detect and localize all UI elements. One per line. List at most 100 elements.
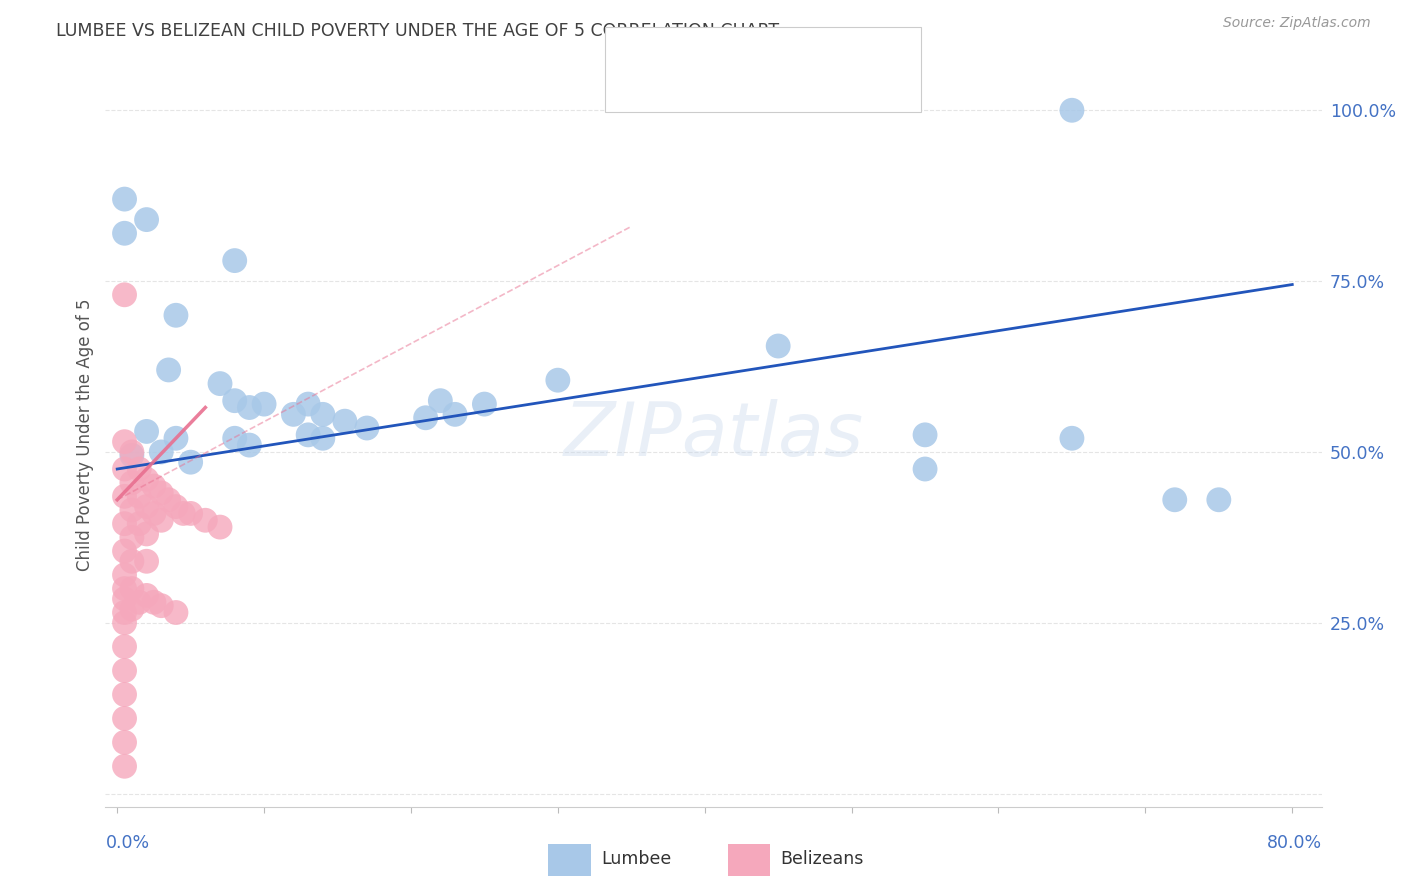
Text: 46: 46 <box>827 79 851 97</box>
Point <box>150 445 173 459</box>
Point <box>142 595 165 609</box>
Point <box>429 393 451 408</box>
Text: 0.254: 0.254 <box>695 39 752 57</box>
Point <box>766 339 789 353</box>
Point <box>253 397 276 411</box>
Text: R =: R = <box>650 79 688 97</box>
Point <box>114 606 136 620</box>
Text: N =: N = <box>779 39 818 57</box>
Point <box>114 227 136 241</box>
Point <box>150 486 173 500</box>
Point <box>1060 103 1083 118</box>
Point <box>114 489 136 503</box>
Point <box>444 408 467 422</box>
Text: R =: R = <box>650 39 688 57</box>
Point <box>114 615 136 630</box>
Bar <box>548 844 591 876</box>
Point <box>135 212 157 227</box>
Point <box>114 516 136 531</box>
Point <box>297 428 319 442</box>
Point <box>114 192 136 206</box>
Point <box>474 397 496 411</box>
Point <box>128 516 150 531</box>
Point <box>114 544 136 558</box>
Text: LUMBEE VS BELIZEAN CHILD POVERTY UNDER THE AGE OF 5 CORRELATION CHART: LUMBEE VS BELIZEAN CHILD POVERTY UNDER T… <box>56 22 779 40</box>
Text: 0.431: 0.431 <box>695 79 752 97</box>
Text: N =: N = <box>779 79 818 97</box>
Point <box>172 507 194 521</box>
Point <box>114 434 136 449</box>
Point <box>283 408 305 422</box>
Point <box>114 591 136 606</box>
Point <box>128 489 150 503</box>
Point <box>914 428 936 442</box>
Point <box>114 664 136 678</box>
Point <box>114 287 136 301</box>
Point <box>135 527 157 541</box>
Point <box>180 507 202 521</box>
Point <box>333 414 356 428</box>
Point <box>1060 431 1083 445</box>
Point <box>135 472 157 486</box>
Point <box>165 308 187 322</box>
Point <box>114 640 136 654</box>
Point <box>238 438 260 452</box>
Point <box>157 492 180 507</box>
Text: ZIPatlas: ZIPatlas <box>564 399 863 471</box>
Point <box>121 602 143 616</box>
Point <box>1164 492 1187 507</box>
Point <box>312 408 335 422</box>
Point <box>135 425 157 439</box>
Point <box>224 431 246 445</box>
Point <box>180 455 202 469</box>
Text: 80.0%: 80.0% <box>1267 834 1322 852</box>
Point <box>165 431 187 445</box>
Point <box>165 500 187 514</box>
Y-axis label: Child Poverty Under the Age of 5: Child Poverty Under the Age of 5 <box>76 299 94 571</box>
Point <box>121 448 143 462</box>
Text: Lumbee: Lumbee <box>602 849 671 868</box>
Point <box>208 376 231 391</box>
Point <box>121 554 143 568</box>
Point <box>415 410 437 425</box>
Point <box>135 554 157 568</box>
Bar <box>614 76 640 102</box>
Bar <box>614 35 640 61</box>
Point <box>121 475 143 490</box>
Point <box>135 589 157 603</box>
Point <box>150 513 173 527</box>
Point <box>121 445 143 459</box>
Point <box>208 520 231 534</box>
Text: Belizeans: Belizeans <box>780 849 863 868</box>
Point <box>547 373 569 387</box>
Point <box>128 462 150 476</box>
Point <box>114 759 136 773</box>
Point <box>165 606 187 620</box>
Point <box>114 688 136 702</box>
Point <box>114 462 136 476</box>
Point <box>121 530 143 544</box>
Point <box>297 397 319 411</box>
Text: Source: ZipAtlas.com: Source: ZipAtlas.com <box>1223 16 1371 30</box>
Point <box>142 507 165 521</box>
Point <box>238 401 260 415</box>
Point <box>1208 492 1230 507</box>
Point <box>157 363 180 377</box>
Point <box>356 421 378 435</box>
Point <box>128 595 150 609</box>
Point <box>114 568 136 582</box>
Point <box>114 735 136 749</box>
Bar <box>728 844 770 876</box>
Text: 36: 36 <box>827 39 851 57</box>
Point <box>224 393 246 408</box>
Point <box>224 253 246 268</box>
Point <box>150 599 173 613</box>
Point <box>194 513 217 527</box>
Point <box>312 431 335 445</box>
Point <box>114 582 136 596</box>
Point <box>142 479 165 493</box>
Point <box>114 711 136 725</box>
Point <box>914 462 936 476</box>
Point <box>121 503 143 517</box>
Point <box>121 582 143 596</box>
